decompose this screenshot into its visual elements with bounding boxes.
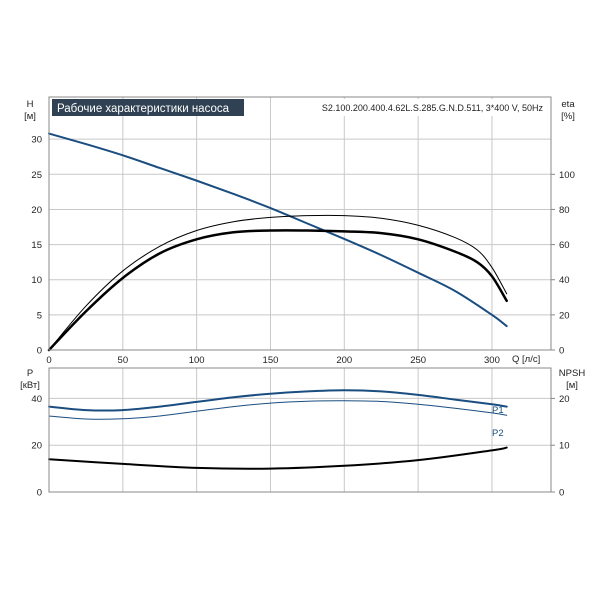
p2-curve-label: P2 <box>492 428 504 439</box>
eta-axis-unit: [%] <box>561 111 575 122</box>
head-curve <box>48 132 508 328</box>
npsh-curve <box>48 446 508 470</box>
upper-grid <box>48 97 555 351</box>
head-tick-label: 10 <box>31 275 42 286</box>
lower-plot-frame <box>48 367 552 493</box>
head-tick-label: 0 <box>37 346 42 357</box>
x-tick-label: 50 <box>118 355 129 366</box>
x-tick-label: 0 <box>46 355 51 366</box>
eta-tick-label: 40 <box>559 275 570 286</box>
chart-title-background <box>52 99 244 116</box>
upper-curves <box>47 132 508 352</box>
efficiency-curve-1 <box>48 214 508 351</box>
model-label-background <box>283 99 548 116</box>
lower-curves <box>48 389 508 470</box>
power-tick-label: 40 <box>31 394 42 405</box>
head-tick-label: 5 <box>37 310 42 321</box>
p2-power-curve <box>48 400 508 420</box>
lower-grid <box>48 368 555 493</box>
eta-tick-label: 0 <box>559 346 564 357</box>
eta-tick-label: 20 <box>559 310 570 321</box>
x-tick-label: 100 <box>189 355 205 366</box>
x-tick-label: 250 <box>410 355 426 366</box>
head-tick-label: 25 <box>31 170 42 181</box>
p1-power-curve <box>48 389 508 412</box>
upper-plot-frame <box>48 96 552 351</box>
upper-tick-labels: 0 50 100 150 200 250 3000510152025300204060801… <box>31 135 574 366</box>
npsh-tick-label: 20 <box>559 394 570 405</box>
power-tick-label: 20 <box>31 441 42 452</box>
eta-tick-label: 60 <box>559 240 570 251</box>
power-axis-unit: [кВт] <box>20 380 40 391</box>
power-axis-title: P <box>27 368 33 379</box>
x-tick-label: 300 <box>484 355 500 366</box>
npsh-tick-label: 10 <box>559 441 570 452</box>
head-axis-title: H <box>27 99 34 110</box>
eta-tick-label: 100 <box>559 170 575 181</box>
power-tick-label: 0 <box>37 488 42 499</box>
eta-axis-title: eta <box>561 99 575 110</box>
npsh-axis-title: NPSH <box>559 368 586 379</box>
head-tick-label: 30 <box>31 135 42 146</box>
head-tick-label: 20 <box>31 205 42 216</box>
p1-curve-label: P1 <box>492 405 504 416</box>
pump-model-label: S2.100.200.400.4.62L.S.285.G.N.D.511, 3*… <box>322 103 544 113</box>
head-axis-unit: [м] <box>24 111 36 122</box>
chart-title: Рабочие характеристики насоса <box>57 103 230 115</box>
npsh-axis-unit: [м] <box>566 380 578 391</box>
lower-tick-labels: 0 20 40 0 10 20 <box>31 394 569 499</box>
efficiency-curve-2 <box>47 229 508 352</box>
flow-axis-title: Q [л/с] <box>512 354 540 365</box>
eta-tick-label: 80 <box>559 205 570 216</box>
x-tick-label: 200 <box>336 355 352 366</box>
x-tick-label: 150 <box>263 355 279 366</box>
head-tick-label: 15 <box>31 240 42 251</box>
npsh-tick-label: 0 <box>559 488 564 499</box>
